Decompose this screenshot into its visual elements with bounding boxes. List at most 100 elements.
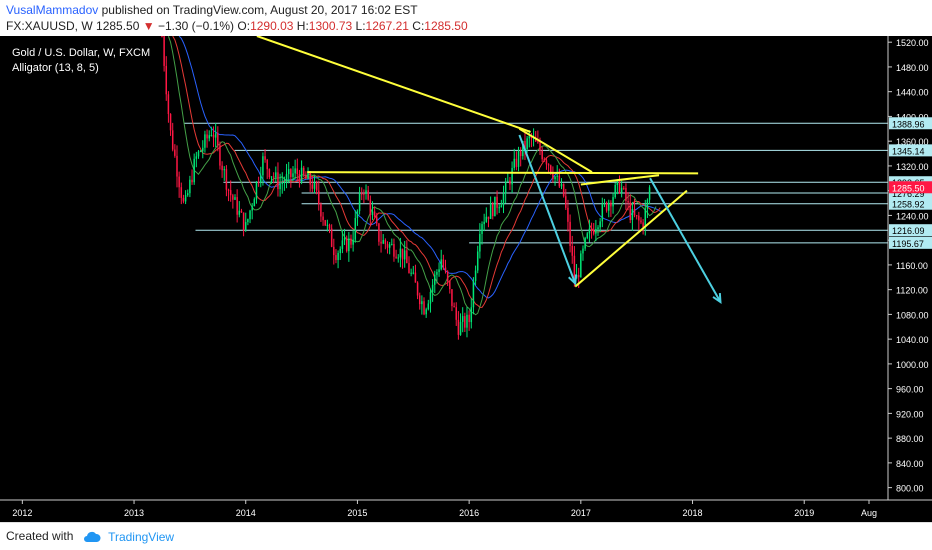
candle-down [408, 263, 410, 273]
created-with: Created with TradingView [6, 529, 174, 544]
candle-up [528, 136, 531, 139]
candle-up [522, 140, 524, 157]
candle-up [365, 190, 367, 194]
level-badge [889, 197, 932, 210]
close-label: C: [412, 19, 425, 33]
candle-up [466, 314, 468, 328]
candle-down [547, 164, 550, 166]
candle-up [247, 219, 249, 223]
high-value: 1300.73 [308, 19, 353, 33]
candle-down [552, 172, 554, 180]
y-tick-label: 1520.00 [896, 38, 929, 48]
candle-down [227, 189, 230, 191]
candle-up [494, 196, 496, 217]
candle-up [601, 203, 604, 222]
candle-up [275, 172, 277, 178]
candle-up [197, 151, 200, 157]
time-axis[interactable]: 2012 2013 2014 2015 2016 2017 2018 2019 Aug [12, 500, 877, 518]
tradingview-brand[interactable]: TradingView [108, 529, 175, 544]
y-tick-label: 1240.00 [896, 211, 929, 221]
candle-up [388, 244, 391, 248]
y-tick-label: 1040.00 [896, 335, 929, 345]
candle-down [380, 241, 382, 244]
candle-down [268, 169, 271, 178]
candle-up [476, 251, 479, 271]
x-tick-label: 2016 [459, 508, 479, 518]
candle-up [399, 248, 402, 258]
candle-down [264, 156, 266, 160]
candle-down [163, 36, 165, 66]
candle-down [378, 223, 380, 242]
arrow-line [649, 177, 722, 303]
candle-down [449, 280, 451, 290]
candle-down [171, 130, 174, 150]
candle-up [337, 252, 339, 261]
candle-up [244, 222, 247, 231]
candle-up [434, 274, 436, 285]
level-badge-text: 1345.14 [892, 146, 925, 156]
price-axis[interactable]: 800.00 840.00 880.00 920.00 960.00 1000.00 104… [888, 38, 929, 494]
level-badge-text: 1195.67 [892, 239, 924, 249]
candle-down [455, 307, 457, 320]
candle-up [429, 291, 432, 304]
candle-up [292, 173, 294, 177]
candle-up [189, 179, 191, 194]
candle-down [376, 216, 378, 224]
candle-down [610, 202, 612, 207]
candle-down [627, 200, 629, 203]
candle-down [515, 158, 518, 167]
series-title: Gold / U.S. Dollar, W, FXCM [12, 47, 150, 59]
alligator-teeth-line [172, 36, 661, 308]
candle-down [524, 140, 526, 150]
candle-down [369, 199, 372, 215]
y-tick-label: 1080.00 [896, 310, 929, 320]
candle-up [427, 303, 430, 310]
candle-up [588, 228, 591, 234]
candle-down [221, 165, 223, 171]
candle-up [498, 207, 500, 209]
candle-down [324, 220, 326, 226]
candle-up [481, 224, 483, 235]
price-chart[interactable]: 800.00 840.00 880.00 920.00 960.00 1000.00 104… [0, 36, 932, 522]
candle-up [597, 227, 599, 230]
candle-up [397, 257, 399, 259]
candle-up [238, 210, 241, 215]
y-tick-label: 1440.00 [896, 88, 929, 98]
indicator-label: Alligator (13, 8, 5) [12, 62, 99, 74]
candle-up [461, 316, 464, 322]
low-value: 1267.21 [365, 19, 409, 33]
candle-up [300, 167, 303, 183]
author-link[interactable]: VusalMammadov [6, 3, 99, 17]
candle-up [440, 259, 442, 270]
candle-down [541, 150, 543, 160]
candle-up [371, 211, 374, 215]
publication-line: VusalMammadov published on TradingView.c… [6, 3, 418, 17]
candle-up [234, 197, 236, 200]
y-tick-label: 1360.00 [896, 137, 929, 147]
horizontal-levels [184, 122, 888, 244]
candle-down [345, 237, 348, 252]
candle-up [204, 134, 206, 148]
candle-down [298, 174, 301, 183]
arrow-head-icon [568, 274, 578, 286]
trendline [518, 127, 593, 173]
candle-up [485, 216, 488, 222]
candle-up [262, 156, 264, 176]
candle-down [367, 190, 369, 200]
candle-down [545, 160, 548, 165]
candle-down [318, 190, 320, 205]
candle-down [640, 220, 642, 223]
candle-up [195, 156, 198, 159]
candle-down [206, 134, 208, 139]
candle-up [403, 250, 406, 260]
candle-down [322, 216, 324, 221]
candle-down [592, 231, 595, 234]
candle-up [287, 169, 290, 175]
candle-up [199, 151, 202, 153]
candle-down [423, 301, 425, 315]
candle-up [582, 248, 584, 254]
y-tick-label: 1000.00 [896, 360, 929, 370]
candle-down [642, 222, 644, 228]
change-down-icon: ▼ [142, 19, 155, 33]
price-change: −1.30 (−0.1%) [157, 19, 235, 33]
